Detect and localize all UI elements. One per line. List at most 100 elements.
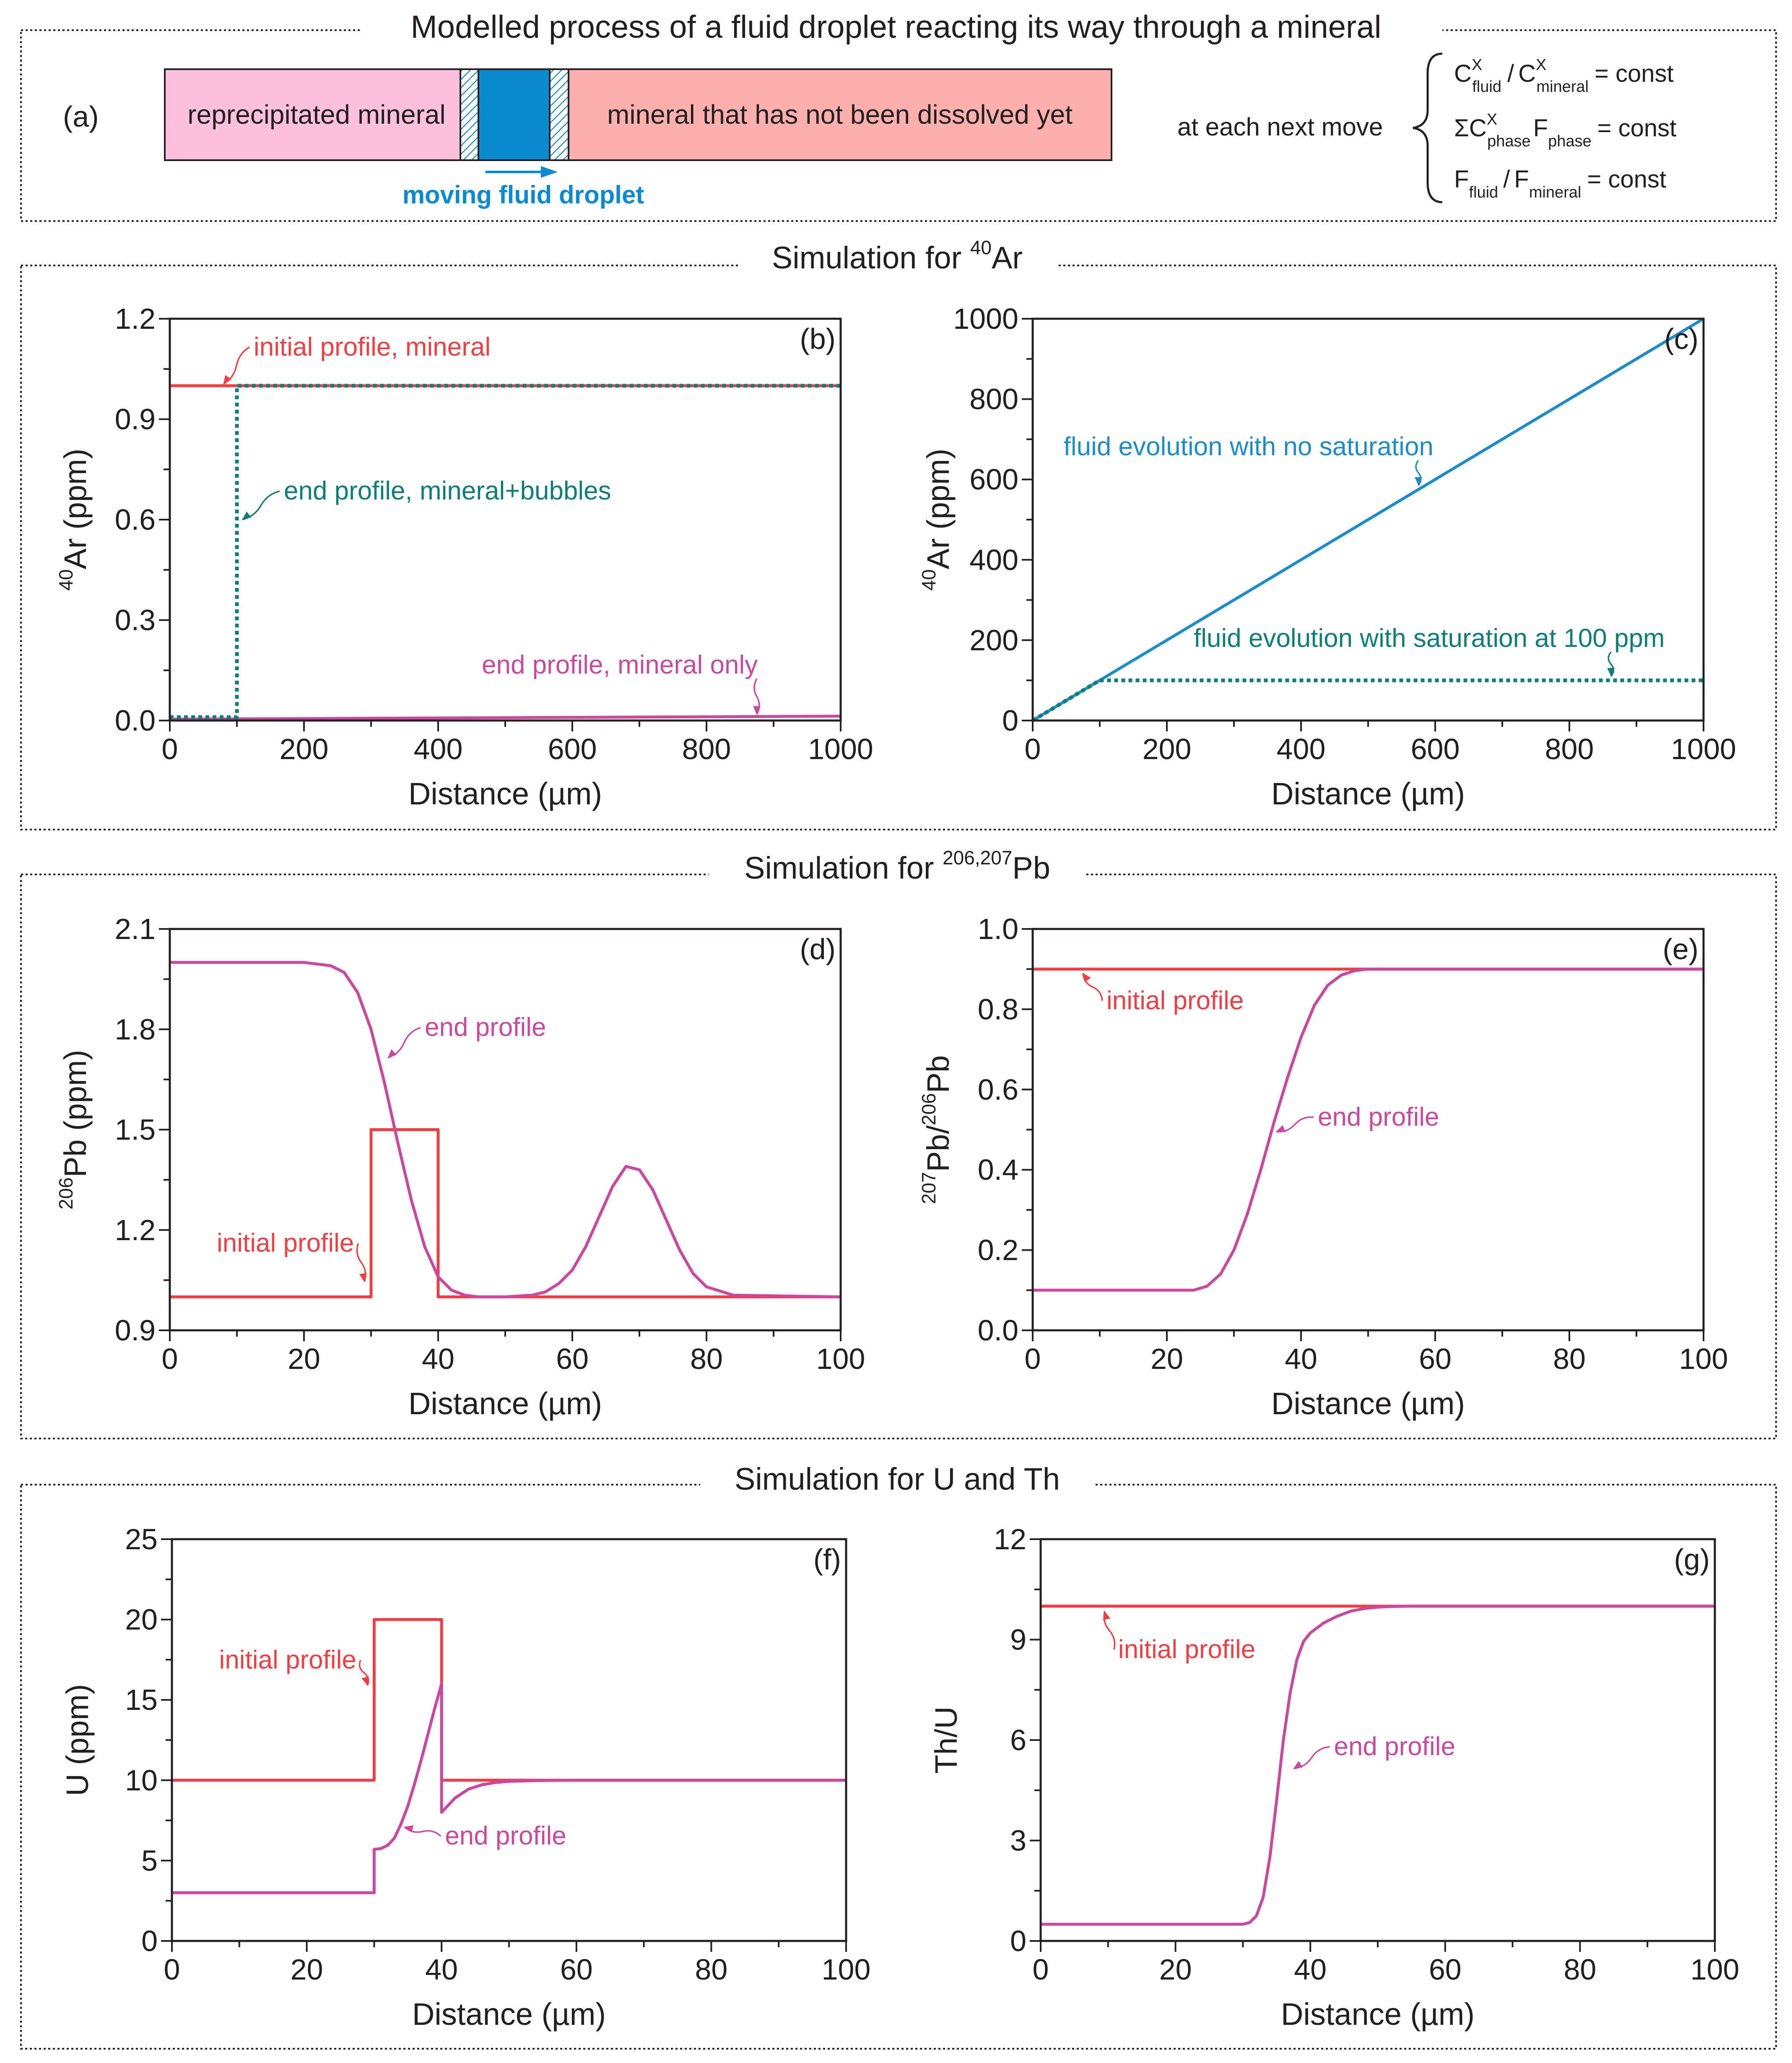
y-tick-label: 0.2	[978, 1234, 1018, 1267]
x-tick-label: 0	[1025, 1342, 1041, 1375]
x-tick-label: 20	[1159, 1953, 1192, 1986]
y-tick-label: 9	[1010, 1623, 1026, 1656]
y-tick-label: 0.9	[115, 403, 156, 436]
y-axis-label: Th/U	[929, 1707, 964, 1774]
panel-a-label: (a)	[63, 100, 99, 133]
y-tick-label: 200	[969, 624, 1018, 656]
x-tick-label: 80	[1563, 1953, 1596, 1986]
series-magenta	[1033, 968, 1704, 1292]
x-tick-label: 800	[1545, 733, 1594, 765]
chart-d: 0 20 40 60 80 100 0.9 1.2 1.5 1.8 2.1 end profile in…	[55, 913, 865, 1421]
panel-a: Modelled process of a fluid droplet reac…	[63, 9, 1676, 209]
chart-c: 0 200 400 600 800 1000 0 200 400 600 800 1000 fluid …	[918, 302, 1736, 811]
x-axis-label: Distance (µm)	[1281, 1997, 1475, 2032]
series-teal-dotted	[170, 384, 841, 719]
annotation-leader	[1415, 460, 1422, 486]
x-tick-label: 60	[560, 1953, 593, 1986]
chart-g: 0 20 40 60 80 100 0 3 6 9 12 initial profile end pro…	[929, 1523, 1739, 2032]
x-tick-label: 20	[1151, 1342, 1183, 1375]
y-tick-label: 1.0	[978, 913, 1018, 945]
annotation-arrowhead	[753, 706, 761, 715]
y-tick-label: 1000	[953, 302, 1018, 335]
panel-a-title: Modelled process of a fluid droplet reac…	[411, 9, 1382, 45]
annotation-label: end profile	[1334, 1732, 1455, 1761]
y-tick-label: 20	[125, 1603, 158, 1636]
y-tick-label: 1.5	[115, 1113, 156, 1146]
y-axis-label: 206Pb (ppm)	[55, 1050, 93, 1210]
svg-text:Simulation for 206,207Pb: Simulation for 206,207Pb	[744, 847, 1050, 885]
y-tick-label: 1.8	[115, 1013, 156, 1046]
section-title-uth: Simulation for U and Th	[700, 1459, 1094, 1506]
x-axis-label: Distance (µm)	[408, 776, 602, 811]
x-tick-label: 0	[1025, 733, 1041, 765]
move-text: at each next move	[1177, 113, 1383, 141]
frame-pb	[20, 874, 1777, 1439]
x-tick-label: 100	[1679, 1342, 1728, 1375]
y-tick-label: 10	[125, 1764, 158, 1797]
y-tick-label: 2.1	[115, 913, 156, 945]
annotation-label: initial profile	[219, 1645, 356, 1674]
x-tick-label: 0	[162, 1342, 178, 1375]
y-tick-label: 0.9	[115, 1314, 156, 1347]
plot-frame	[1031, 317, 1705, 722]
hatch-left	[460, 68, 479, 161]
y-tick-label: 12	[994, 1523, 1026, 1556]
panel-label: (e)	[1662, 933, 1699, 965]
x-tick-label: 40	[1285, 1342, 1317, 1375]
y-tick-label: 6	[1010, 1724, 1026, 1756]
y-axis-label: 40Ar (ppm)	[55, 449, 93, 591]
annotation-arrowhead	[361, 1676, 369, 1686]
series-red	[172, 1618, 846, 1782]
x-tick-label: 20	[291, 1953, 323, 1986]
y-axis-label: 207Pb/206Pb	[918, 1055, 956, 1204]
annotation-arrowhead	[1103, 1611, 1111, 1621]
x-tick-label: 600	[548, 733, 597, 765]
annotation-label: initial profile	[1118, 1635, 1255, 1664]
chart-f: 0 20 40 60 80 100 0 5 10 15 20 25 initial profile end…	[60, 1523, 870, 2032]
undissolved-mineral-label: mineral that has not been dissolved yet	[607, 99, 1073, 130]
x-axis-label: Distance (µm)	[1271, 1386, 1465, 1421]
x-axis-label: Distance (µm)	[412, 1997, 606, 2032]
undissolved-mineral-box	[568, 68, 1112, 161]
annotation-leader	[358, 1660, 369, 1686]
annotation-arrowhead	[1083, 973, 1091, 982]
annotation-arrowhead	[404, 1825, 414, 1833]
series-magenta	[170, 961, 841, 1298]
reprecipitated-mineral-label: reprecipitated mineral	[187, 99, 445, 130]
series-blue	[1032, 317, 1704, 722]
series-teal-dotted	[1031, 678, 1704, 722]
series-magenta	[1041, 1605, 1715, 1926]
plots: 0 200 400 600 800 10000.00.30.60.91.2initial …	[55, 302, 1739, 2032]
x-tick-label: 100	[816, 1342, 865, 1375]
fluid-droplet	[478, 68, 551, 161]
hatch-right	[549, 68, 569, 161]
plot-frame	[169, 928, 842, 1332]
plot-frame	[1039, 1538, 1716, 1942]
y-tick-label: 0	[141, 1925, 158, 1957]
annotation-arrowhead	[1607, 668, 1615, 676]
annotation-label: initial profile	[1106, 986, 1244, 1015]
x-tick-label: 400	[1277, 733, 1326, 765]
x-tick-label: 60	[556, 1342, 589, 1375]
panel-label: (d)	[800, 933, 836, 965]
y-tick-label: 0.6	[978, 1073, 1018, 1106]
y-tick-label: 15	[125, 1683, 158, 1716]
section-title-ar: Simulation for 40Ar	[738, 237, 1057, 283]
y-tick-label: 25	[125, 1523, 158, 1556]
annotation-label: initial profile	[217, 1229, 354, 1258]
annotation-label: end profile	[1318, 1103, 1439, 1132]
annotation-arrowhead	[1415, 477, 1422, 486]
x-axis-label: Distance (µm)	[1271, 776, 1465, 811]
y-tick-label: 800	[969, 383, 1018, 416]
y-tick-label: 600	[969, 463, 1018, 496]
x-tick-label: 100	[1691, 1953, 1740, 1986]
x-tick-label: 80	[690, 1342, 723, 1375]
annotation-arrowhead	[242, 511, 252, 520]
y-tick-label: 0	[1010, 1925, 1026, 1957]
x-tick-label: 100	[822, 1953, 871, 1986]
annotation-arrowhead	[1293, 1761, 1303, 1769]
annotation-arrowhead	[388, 1049, 397, 1058]
equation-1: CX fluid / CX mineral = const	[1454, 56, 1674, 96]
svg-text:Simulation for U and Th: Simulation for U and Th	[735, 1462, 1060, 1496]
annotation-label: initial profile, mineral	[254, 333, 491, 362]
